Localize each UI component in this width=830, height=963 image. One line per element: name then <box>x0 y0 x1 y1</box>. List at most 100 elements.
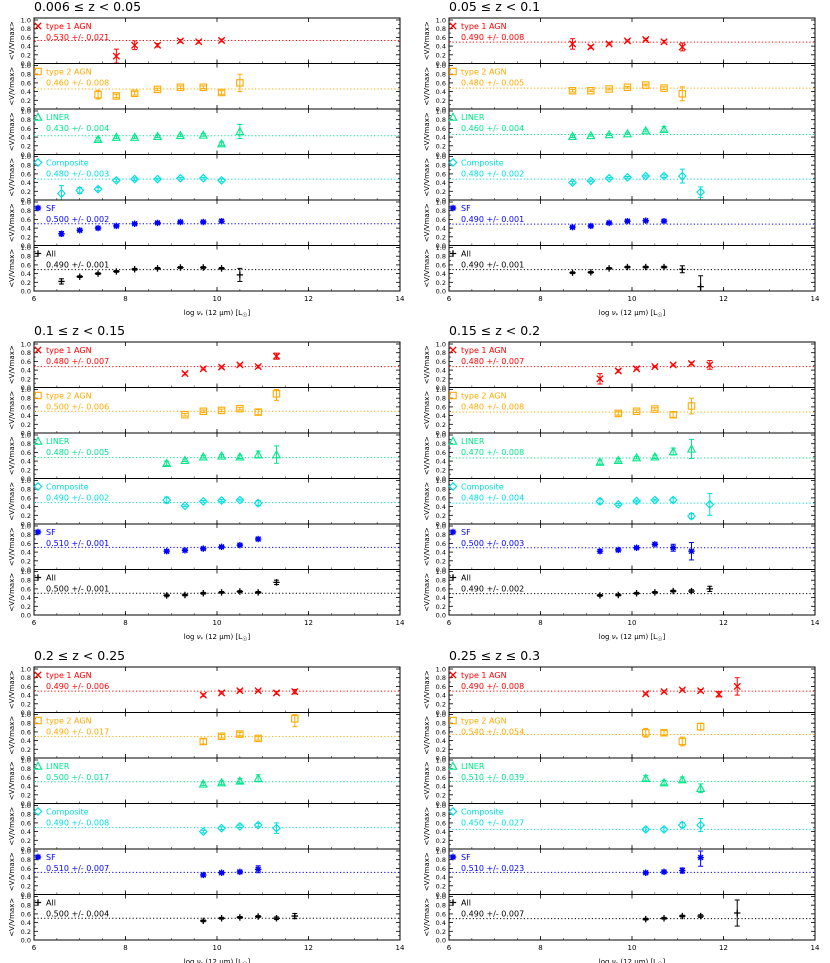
panel-title: 0.2 ≤ z < 0.25 <box>34 648 125 663</box>
y-tick-label: 0.4 <box>21 225 31 233</box>
y-tick-label: 0.4 <box>436 367 446 375</box>
series-annotation: 0.490 +/- 0.006 <box>46 682 109 691</box>
data-point <box>613 499 623 509</box>
data-point <box>659 124 669 134</box>
y-tick-label: 0.4 <box>21 179 31 187</box>
series-name: type 1 AGN <box>46 346 92 355</box>
data-point <box>163 592 170 599</box>
triangle-marker <box>631 452 642 462</box>
data-point <box>199 407 208 415</box>
y-tick-label: 0.2 <box>21 603 31 611</box>
data-point <box>175 173 185 183</box>
y-axis-label: <V/Vmax> <box>423 112 431 151</box>
y-tick-label: 0.4 <box>436 412 446 420</box>
asterisk-marker <box>154 219 161 227</box>
x-marker <box>696 687 705 695</box>
y-tick-label: 0.6 <box>21 358 31 366</box>
data-point <box>688 587 695 595</box>
x-tick-label: 12 <box>719 295 728 303</box>
data-point <box>660 687 668 696</box>
diamond-marker <box>235 495 245 505</box>
y-tick-label: 0.4 <box>21 458 31 466</box>
y-axis-label: <V/Vmax> <box>8 345 16 384</box>
square-marker <box>669 410 677 419</box>
data-point <box>216 451 227 460</box>
data-point <box>181 547 189 554</box>
diamond-marker <box>271 823 281 833</box>
y-axis-label: <V/Vmax> <box>423 807 431 846</box>
plus-marker <box>734 909 741 917</box>
square-marker <box>217 732 226 740</box>
data-point <box>632 496 642 506</box>
data-point <box>131 220 138 227</box>
y-tick-label: 0.6 <box>21 910 31 918</box>
x-marker <box>153 41 162 49</box>
square-marker <box>199 407 208 415</box>
y-tick-label: 0.0 <box>21 60 31 68</box>
y-tick-label: 0.6 <box>436 34 446 42</box>
diamond-marker <box>659 171 669 181</box>
series-name: SF <box>46 853 56 862</box>
data-point <box>93 134 103 144</box>
series-annotation: 0.500 +/- 0.017 <box>46 773 109 782</box>
data-point <box>217 823 227 833</box>
asterisk-marker <box>697 854 704 861</box>
y-tick-label: 0.6 <box>436 865 446 873</box>
x-marker <box>217 36 226 45</box>
asterisk-marker <box>218 217 225 225</box>
data-point <box>235 821 245 831</box>
data-point <box>254 913 262 920</box>
y-tick-label: 0.6 <box>21 216 31 224</box>
data-point <box>112 92 121 100</box>
legend-symbol <box>33 112 43 121</box>
x-marker <box>236 687 244 695</box>
x-marker <box>642 690 650 698</box>
diamond-marker <box>111 175 121 185</box>
diamond-marker <box>253 498 263 508</box>
square-marker <box>641 81 650 89</box>
x-marker <box>669 361 677 369</box>
data-point <box>696 818 706 833</box>
y-tick-label: 0.2 <box>21 421 31 429</box>
y-tick-label: 0.0 <box>21 566 31 574</box>
y-tick-label: 1.0 <box>21 62 31 70</box>
data-point <box>567 131 578 140</box>
data-point <box>679 912 686 920</box>
data-point <box>271 822 281 834</box>
x-tick-label: 10 <box>213 944 222 952</box>
diamond-marker <box>130 174 140 184</box>
series-name: SF <box>46 528 56 537</box>
data-point <box>651 362 659 371</box>
y-tick-label: 0.8 <box>436 902 446 910</box>
data-point <box>236 588 244 595</box>
x-marker <box>291 687 299 696</box>
x-axis-label: log ν* (12 μm) [L☉] <box>599 958 666 963</box>
y-axis-label: <V/Vmax> <box>8 391 16 430</box>
data-point <box>253 449 263 459</box>
square-marker <box>254 408 262 416</box>
asterisk-marker <box>605 219 613 227</box>
x-tick-label: 10 <box>213 295 222 303</box>
y-axis-label: <V/Vmax> <box>423 345 431 384</box>
y-tick-label: 0.0 <box>436 891 446 899</box>
data-point <box>236 541 244 549</box>
y-tick-label: 0.2 <box>436 188 446 196</box>
panel-title: 0.1 ≤ z < 0.15 <box>34 323 125 338</box>
data-point <box>76 273 83 280</box>
subplot-sf: 0.00.20.40.60.81.0<V/Vmax> SF0.510 +/- 0.… <box>8 523 401 574</box>
y-tick-label: 0.2 <box>21 51 31 59</box>
triangle-marker <box>659 124 669 134</box>
x-tick-label: 8 <box>123 619 127 627</box>
y-tick-label: 0.2 <box>21 882 31 890</box>
y-tick-label: 0.0 <box>436 800 446 808</box>
y-axis-label: <V/Vmax> <box>423 67 431 106</box>
legend-symbol <box>34 853 42 861</box>
asterisk-marker <box>633 544 640 551</box>
subplot-sf: 0.00.20.40.60.81.0<V/Vmax> SF0.510 +/- 0.… <box>423 848 816 899</box>
data-point <box>623 83 632 92</box>
data-point <box>235 123 245 139</box>
